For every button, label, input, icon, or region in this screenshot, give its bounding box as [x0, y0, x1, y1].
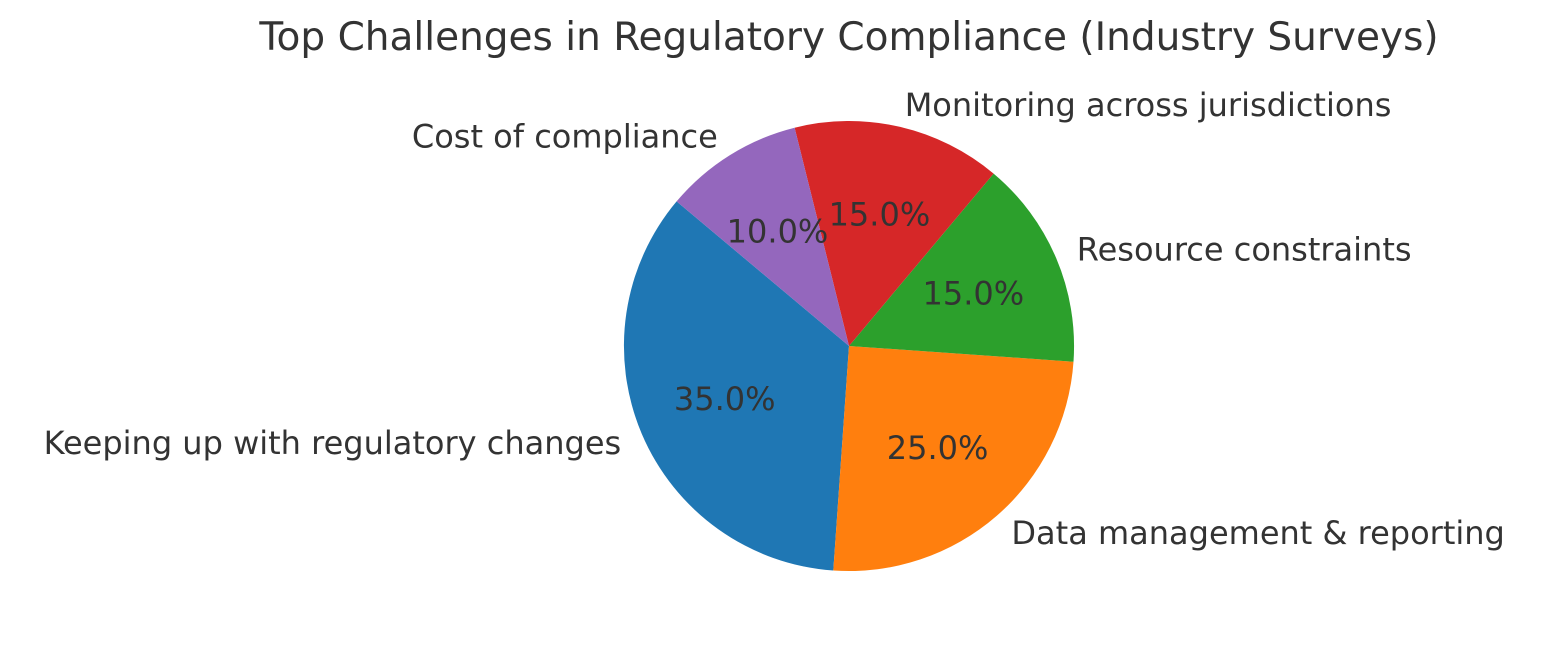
- pie-slice-0: [623, 201, 849, 571]
- slice-label: Keeping up with regulatory changes: [44, 424, 622, 462]
- slice-labels: Keeping up with regulatory changes Data m…: [44, 86, 1505, 552]
- percent-label: 35.0%: [674, 380, 776, 418]
- pie-slice-4: [676, 127, 849, 346]
- slice-label: Data management & reporting: [1011, 514, 1504, 552]
- percent-label: 15.0%: [922, 275, 1024, 313]
- percent-label: 10.0%: [727, 213, 829, 251]
- pie-slices: [623, 121, 1075, 572]
- pie-slice-2: [849, 173, 1075, 362]
- slice-label: Cost of compliance: [412, 117, 718, 155]
- percent-label: 25.0%: [887, 429, 989, 467]
- percent-label: 15.0%: [829, 196, 931, 234]
- chart-title: Top Challenges in Regulatory Compliance …: [258, 15, 1438, 60]
- percent-labels: 35.0%25.0%15.0%15.0%10.0%: [674, 196, 1024, 467]
- slice-label: Monitoring across jurisdictions: [905, 86, 1392, 124]
- slice-label: Resource constraints: [1077, 231, 1412, 269]
- pie-slice-3: [794, 121, 994, 346]
- pie-slice-1: [833, 346, 1074, 572]
